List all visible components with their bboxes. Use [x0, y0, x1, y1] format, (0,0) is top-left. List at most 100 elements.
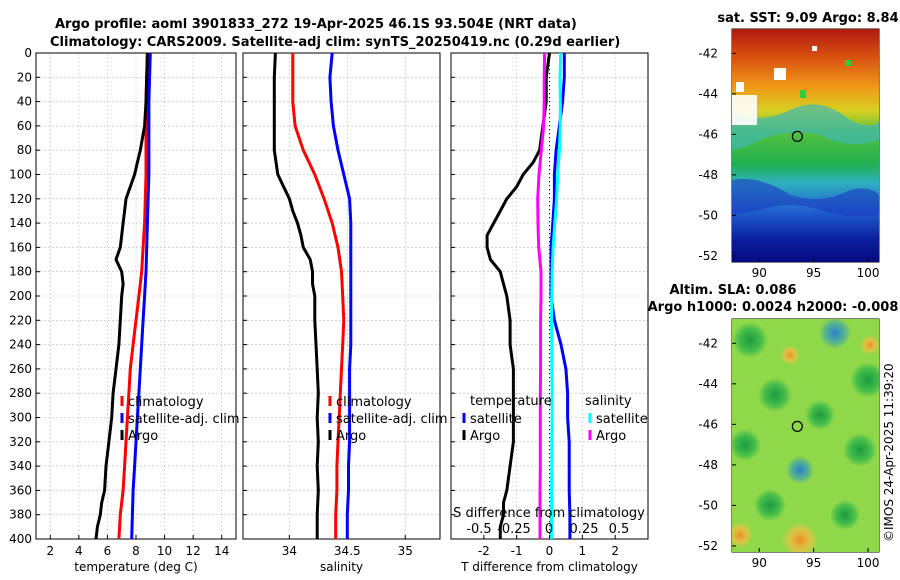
s-axis-tick-label: 0 [545, 522, 553, 537]
x-tick-label: 14 [214, 544, 229, 558]
legend-label: Argo [596, 429, 626, 444]
y-tick-label: 200 [9, 289, 32, 303]
y-tick-label: 260 [9, 362, 32, 376]
y-tick-label: 120 [9, 192, 32, 206]
map-y-tick-label: -46 [698, 417, 718, 431]
legend-title-salinity: salinity [585, 394, 632, 409]
y-tick-label: 40 [17, 95, 32, 109]
map-y-tick-label: -42 [698, 46, 718, 60]
y-tick-label: 160 [9, 240, 32, 254]
y-tick-label: 100 [9, 168, 32, 182]
sst-map-image [732, 29, 879, 262]
x-tick-label: 2 [46, 544, 54, 558]
x-tick-label: -1 [511, 544, 523, 558]
y-tick-label: 300 [9, 411, 32, 425]
map-y-tick-label: -52 [698, 249, 718, 263]
y-tick-label: 380 [9, 508, 32, 522]
map-y-tick-label: -44 [698, 377, 718, 391]
x-tick-label: 4 [75, 544, 83, 558]
argo-position-marker [791, 420, 803, 432]
sst-map: 90 95 100 -42 -44 -46 -48 -50 -52 sat. SST: 9.09… [698, 11, 898, 280]
map-y-tick-label: -46 [698, 127, 718, 141]
y-tick-label: 340 [9, 459, 32, 473]
series-line-salinity-argo [536, 53, 547, 539]
legend-label: Argo [128, 429, 158, 444]
series-line-climatology [291, 53, 346, 539]
x-tick-label: 1 [579, 544, 587, 558]
sla-map-title-1: Altim. SLA: 0.086 [670, 283, 797, 298]
x-tick-label: 35 [398, 544, 413, 558]
map-x-tick-label: 95 [806, 556, 821, 570]
x-tick-label: 12 [186, 544, 201, 558]
x-axis-label: salinity [320, 560, 363, 574]
y-tick-label: 140 [9, 216, 32, 230]
x-tick-label: -2 [478, 544, 490, 558]
s-axis-tick-label: 0.5 [609, 522, 630, 537]
map-y-tick-label: -50 [698, 208, 718, 222]
y-tick-label: 360 [9, 483, 32, 497]
series-line-climatology [117, 53, 149, 539]
timestamp-stamp: ©IMOS 24-Apr-2025 11:39:20 [882, 363, 896, 542]
map-y-tick-label: -42 [698, 336, 718, 350]
sst-map-title: sat. SST: 9.09 Argo: 8.84 [717, 11, 898, 26]
map-x-tick-label: 90 [752, 266, 767, 280]
salinity-panel: 34 34.5 35 salinity climatology satellite-adj… [242, 52, 448, 574]
y-tick-label: 60 [17, 119, 32, 133]
x-tick-label: 6 [104, 544, 112, 558]
series-line-argo [94, 53, 149, 539]
y-tick-label: 180 [9, 265, 32, 279]
title-line-1: Argo profile: aoml 3901833_272 19-Apr-20… [55, 17, 577, 32]
series-line-satellite-adj-clim [130, 53, 152, 539]
series-line-argo [272, 53, 320, 539]
legend-label: Argo [336, 429, 366, 444]
legend-label: satellite-adj. clim [128, 412, 240, 427]
s-axis-tick-label: -0.5 [466, 522, 491, 537]
sal-series-group [272, 53, 353, 539]
s-axis-label: S difference from climatology [453, 506, 645, 521]
map-y-tick-label: -48 [698, 458, 718, 472]
y-tick-label: 80 [17, 143, 32, 157]
map-y-tick-label: -52 [698, 539, 718, 553]
y-tick-label: 280 [9, 386, 32, 400]
argo-position-marker [791, 130, 803, 142]
legend-label: satellite [596, 412, 648, 427]
legend-label: satellite-adj. clim [336, 412, 448, 427]
map-x-tick-label: 100 [857, 556, 880, 570]
sla-map: 90 95 100 -42 -44 -46 -48 -50 -52 Altim. SLA: 0.… [648, 283, 899, 570]
legend-title-temperature: temperature [470, 394, 552, 409]
series-line-salinity-satellite [550, 53, 563, 539]
temp-series-group [94, 53, 152, 539]
x-tick-label: 2 [611, 544, 619, 558]
sla-map-image [732, 319, 879, 552]
map-y-tick-label: -50 [698, 498, 718, 512]
sla-map-axes: 90 95 100 -42 -44 -46 -48 -50 -52 [698, 336, 879, 570]
x-axis-label: temperature (deg C) [74, 560, 197, 574]
x-tick-label: 34.5 [334, 544, 361, 558]
sla-map-title-2: Argo h1000: 0.0024 h2000: -0.008 [648, 300, 899, 315]
legend-label: climatology [128, 395, 204, 410]
x-tick-label: 8 [132, 544, 140, 558]
legend-label: Argo [470, 429, 500, 444]
map-x-tick-label: 100 [857, 266, 880, 280]
map-x-tick-label: 95 [806, 266, 821, 280]
map-y-tick-label: -48 [698, 168, 718, 182]
map-x-tick-label: 90 [752, 556, 767, 570]
legend-label: satellite [470, 412, 522, 427]
temperature-panel: 2 4 6 8 10 12 14 temperature (deg C) 0 20 40 60 80 10… [9, 46, 240, 574]
map-y-tick-label: -44 [698, 87, 718, 101]
y-tick-label: 320 [9, 435, 32, 449]
sst-map-axes: 90 95 100 -42 -44 -46 -48 -50 -52 [698, 46, 879, 280]
s-axis-tick-label: -0.25 [497, 522, 531, 537]
legend-label: climatology [336, 395, 412, 410]
y-tick-label: 400 [9, 532, 32, 546]
s-axis-tick-label: 0.25 [570, 522, 599, 537]
title-line-2: Climatology: CARS2009. Satellite-adj cli… [50, 35, 620, 50]
x-tick-label: 0 [546, 544, 554, 558]
x-tick-label: 10 [157, 544, 172, 558]
x-axis-label: T difference from climatology [460, 560, 638, 574]
series-line-temperature-argo [485, 53, 551, 539]
y-tick-label: 240 [9, 338, 32, 352]
x-tick-label: 34 [282, 544, 297, 558]
diff-series-group [485, 53, 572, 539]
